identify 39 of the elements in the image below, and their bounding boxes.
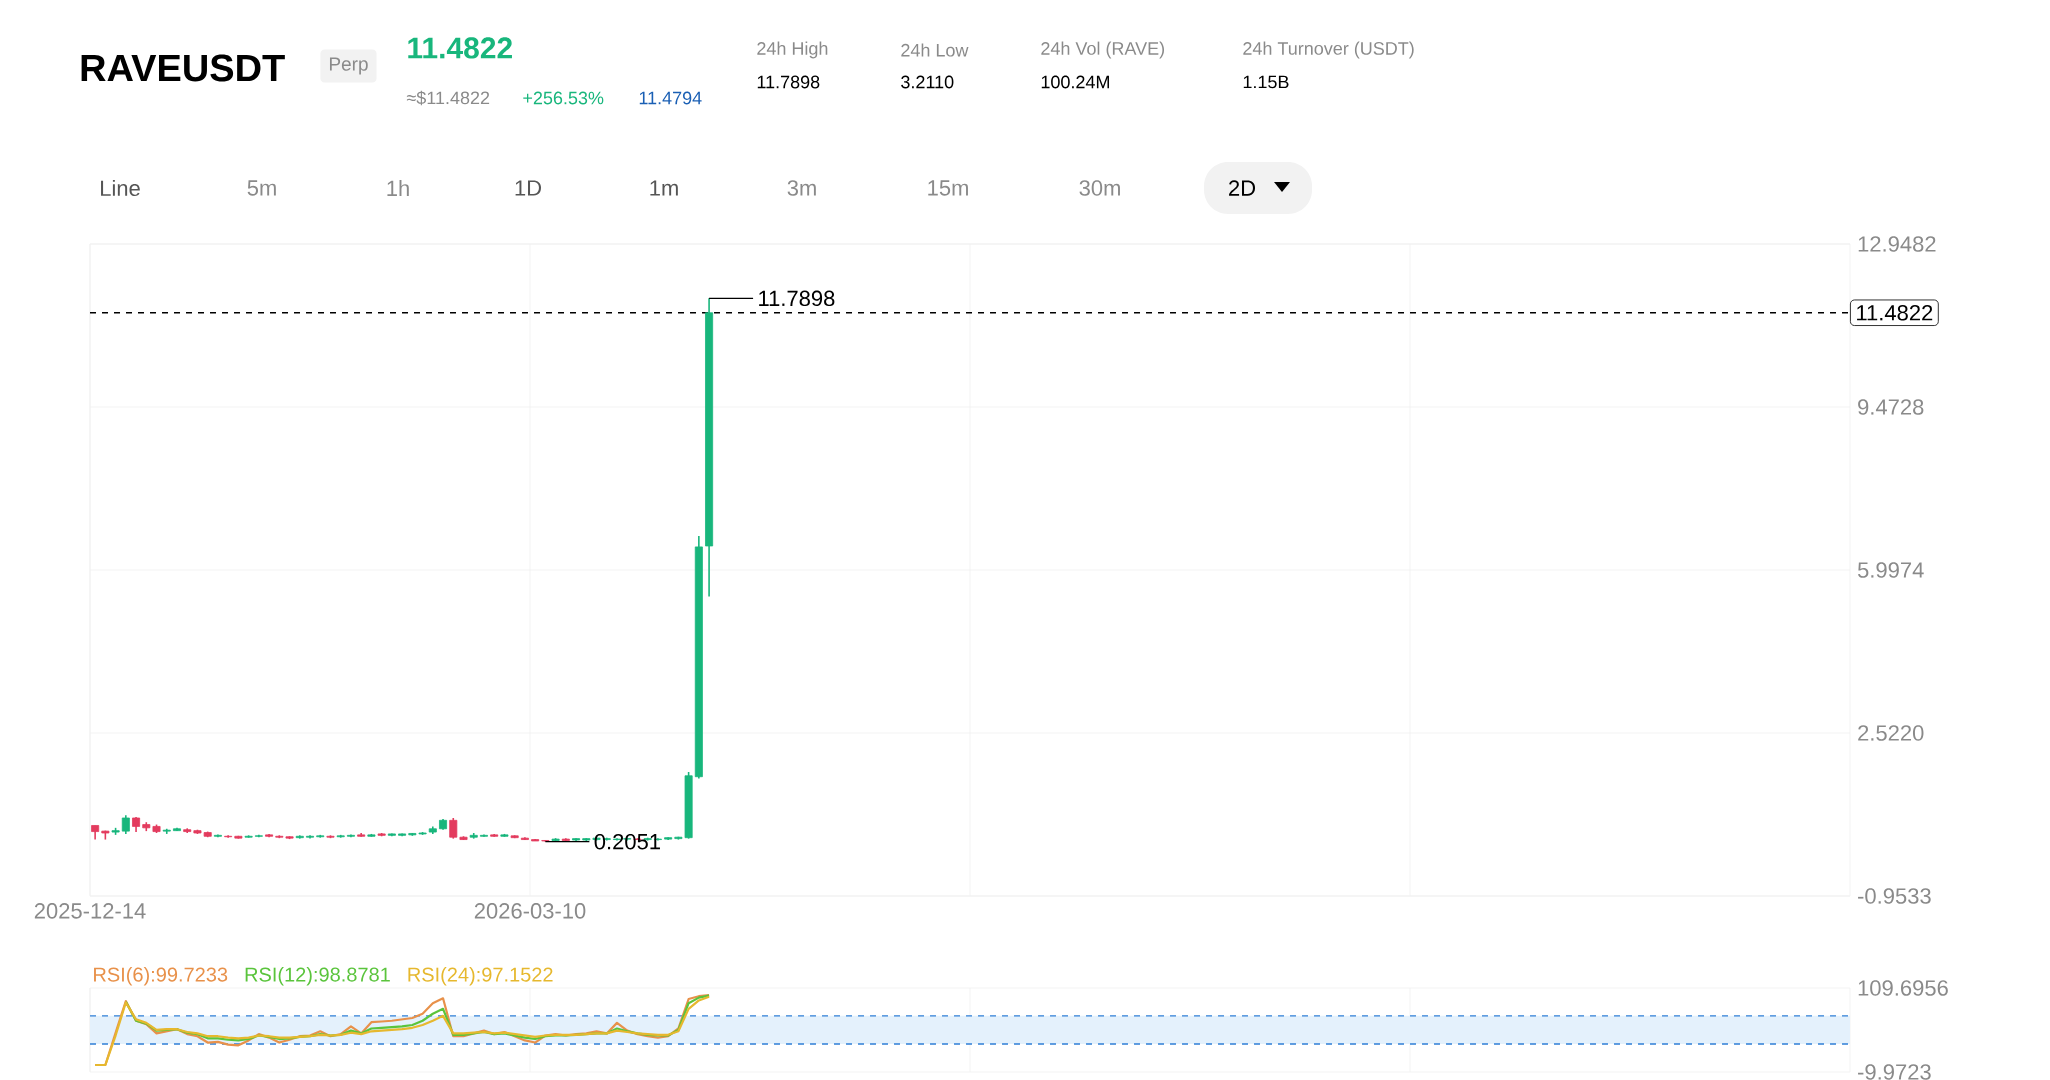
text: 11.4794: [639, 91, 702, 105]
text: ≈$11.4822: [406, 90, 490, 106]
text: 30m: [1079, 180, 1120, 196]
text: 1.15B: [1243, 75, 1289, 89]
y-tick-label: 2.5220: [1858, 725, 1924, 741]
text: 2D: [1229, 180, 1256, 196]
text: 1D: [515, 180, 542, 196]
candlestick: [121, 814, 130, 835]
y-tick-label: 109.6956: [1858, 980, 1948, 996]
text: 11.7898: [757, 75, 820, 89]
text: 3m: [787, 180, 816, 196]
y-tick-label: 12.9482: [1858, 236, 1936, 252]
text: 1m: [650, 180, 678, 196]
text: 24h Turnover (USDT): [1243, 41, 1414, 59]
text: 11.4822: [408, 37, 512, 59]
y-tick-label: 5.9974: [1857, 562, 1924, 578]
y-tick-label: -9.9723: [1858, 1064, 1931, 1080]
text: 24h Vol (RAVE): [1041, 41, 1165, 59]
chart-title: RAVEUSDT: [81, 54, 285, 82]
text: RSI(24):97.1522: [408, 966, 553, 986]
text: 3.2110: [901, 75, 954, 89]
text: 1h: [387, 180, 409, 196]
text: 100.24M: [1041, 75, 1109, 89]
ref-line-label: 11.4822: [1857, 304, 1933, 321]
text: 15m: [928, 180, 968, 196]
x-tick-label: 2026-03-10: [474, 903, 586, 919]
text: +256.53%: [523, 91, 604, 105]
text: 24h Low: [901, 43, 969, 57]
series-label: RSI(6):99.7233: [94, 966, 228, 986]
text: 5m: [247, 180, 276, 196]
text: Line: [101, 179, 140, 197]
text: RSI(12):98.8781: [245, 966, 390, 986]
text: 24h High: [757, 41, 828, 59]
chart-subtitle: Perp: [329, 57, 368, 75]
x-tick-label: 2025-12-14: [34, 903, 146, 919]
y-tick-label: -0.9533: [1858, 888, 1931, 904]
annotation: 11.7898: [759, 290, 835, 307]
candlestick: [449, 817, 458, 840]
y-tick-label: 9.4728: [1858, 399, 1924, 415]
